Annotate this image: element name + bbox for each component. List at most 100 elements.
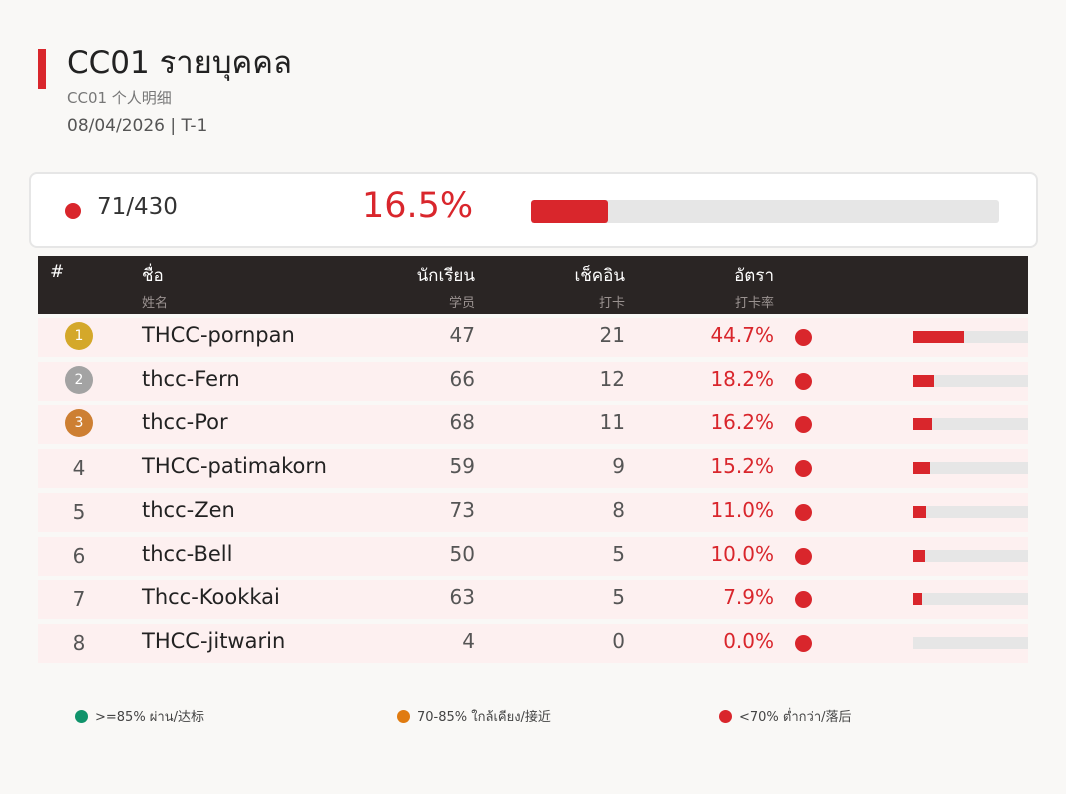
- legend-dot: [397, 710, 410, 723]
- checkins-count: 11: [599, 410, 625, 435]
- col-rate-label: อัตรา: [734, 266, 774, 286]
- students-count: 4: [462, 628, 475, 653]
- rate-bar: [913, 374, 1028, 387]
- table-row: 2 thcc-Fern 66 12 18.2%: [38, 361, 1028, 401]
- status-dot: [795, 591, 812, 609]
- col-rate-sub: 打卡率: [734, 296, 774, 311]
- checkin-rate: 11.0%: [710, 497, 774, 522]
- legend-label: >=85% ผ่าน/达标: [95, 710, 204, 725]
- status-dot: [795, 372, 812, 390]
- col-rank-label: #: [50, 262, 65, 282]
- checkin-rate: 44.7%: [710, 323, 774, 347]
- checkins-count: 0: [612, 628, 625, 653]
- col-students-sub: 学员: [448, 296, 475, 311]
- legend-dot: [75, 710, 88, 723]
- title-accent-bar: [38, 49, 46, 89]
- checkin-rate: 0.0%: [723, 628, 774, 653]
- col-rank: #: [50, 262, 64, 282]
- checkin-rate: 7.9%: [723, 585, 774, 610]
- checkins-count: 12: [599, 366, 625, 391]
- rank-badge: 6: [72, 543, 86, 568]
- summary-percent: 16.5%: [362, 186, 474, 226]
- summary-count: 71/430: [97, 194, 178, 220]
- legend-label: 70-85% ใกล้เคียง/接近: [417, 710, 551, 725]
- rate-bar: [913, 636, 1028, 649]
- col-checkins-sub: 打卡: [598, 296, 625, 311]
- col-name-sub: 姓名: [142, 296, 169, 311]
- rank-badge: 7: [72, 587, 86, 612]
- students-count: 73: [449, 497, 475, 522]
- rate-bar: [913, 505, 1028, 518]
- col-students: นักเรียน 学员: [375, 262, 475, 311]
- checkins-count: 5: [612, 541, 625, 566]
- students-count: 59: [449, 454, 475, 479]
- member-name: thcc-Por: [142, 410, 228, 435]
- status-dot: [795, 634, 812, 652]
- table-row: 8 THCC-jitwarin 4 0 0.0%: [38, 623, 1028, 663]
- students-count: 68: [449, 410, 475, 435]
- rate-bar: [913, 549, 1028, 562]
- checkins-count: 9: [612, 454, 625, 479]
- legend-item-pass: >=85% ผ่าน/达标: [75, 706, 204, 727]
- rate-bar-fill: [913, 593, 923, 606]
- rate-bar-fill: [913, 331, 965, 343]
- member-name: thcc-Bell: [142, 541, 233, 566]
- page-title: CC01 รายบุคคล: [67, 45, 292, 81]
- member-name: thcc-Fern: [142, 366, 240, 391]
- col-name-label: ชื่อ: [142, 266, 164, 286]
- table-row: 7 Thcc-Kookkai 63 5 7.9%: [38, 580, 1028, 620]
- table-row: 6 thcc-Bell 50 5 10.0%: [38, 536, 1028, 576]
- summary-status-dot: [65, 203, 81, 219]
- legend-dot: [719, 710, 732, 723]
- students-count: 50: [449, 541, 475, 566]
- rate-bar-fill: [913, 374, 934, 387]
- students-count: 66: [449, 366, 475, 391]
- status-dot: [795, 460, 812, 478]
- checkin-rate: 15.2%: [710, 454, 774, 479]
- rank-badge: 4: [72, 456, 86, 481]
- col-name: ชื่อ 姓名: [142, 262, 168, 311]
- rate-bar-fill: [913, 462, 931, 475]
- legend-label: <70% ต่ำกว่า/落后: [739, 710, 852, 725]
- status-dot: [795, 547, 812, 565]
- checkin-rate: 16.2%: [710, 410, 774, 435]
- col-checkins-label: เช็คอิน: [574, 266, 625, 286]
- table-row: 4 THCC-patimakorn 59 9 15.2%: [38, 449, 1028, 489]
- col-students-label: นักเรียน: [416, 266, 475, 286]
- col-checkins: เช็คอิน 打卡: [525, 262, 625, 311]
- col-rate: อัตรา 打卡率: [674, 262, 774, 311]
- summary-card: 71/430 16.5%: [29, 172, 1038, 248]
- member-name: thcc-Zen: [142, 497, 235, 522]
- status-dot: [795, 329, 812, 346]
- rate-bar: [913, 593, 1028, 606]
- checkin-rate: 10.0%: [710, 541, 774, 566]
- table-row: 5 thcc-Zen 73 8 11.0%: [38, 492, 1028, 532]
- table-header: # ชื่อ 姓名 นักเรียน 学员 เช็คอิน 打卡 อัตรา 打…: [38, 256, 1028, 314]
- rate-bar-fill: [913, 549, 925, 562]
- rank-badge: 3: [65, 409, 93, 438]
- rank-badge: 5: [72, 499, 86, 524]
- checkin-rate: 18.2%: [710, 366, 774, 391]
- legend-item-near: 70-85% ใกล้เคียง/接近: [397, 706, 551, 727]
- students-count: 47: [449, 323, 475, 347]
- rate-bar: [913, 331, 1028, 343]
- member-name: THCC-pornpan: [142, 323, 295, 347]
- students-count: 63: [449, 585, 475, 610]
- checkins-count: 5: [612, 585, 625, 610]
- member-name: THCC-jitwarin: [142, 628, 286, 653]
- rate-bar: [913, 418, 1028, 431]
- table-row: 3 thcc-Por 68 11 16.2%: [38, 405, 1028, 445]
- checkins-count: 8: [612, 497, 625, 522]
- date-period: 08/04/2026 | T-1: [67, 116, 208, 136]
- table-row: 1 THCC-pornpan 47 21 44.7%: [38, 318, 1028, 357]
- status-dot: [795, 503, 812, 521]
- checkins-count: 21: [599, 323, 625, 347]
- status-dot: [795, 416, 812, 434]
- member-name: THCC-patimakorn: [142, 454, 327, 479]
- rate-bar-fill: [913, 505, 926, 518]
- member-name: Thcc-Kookkai: [142, 585, 280, 610]
- rate-bar: [913, 462, 1028, 475]
- legend-item-behind: <70% ต่ำกว่า/落后: [719, 706, 852, 727]
- rank-badge: 2: [65, 365, 93, 394]
- rank-badge: 8: [72, 630, 86, 655]
